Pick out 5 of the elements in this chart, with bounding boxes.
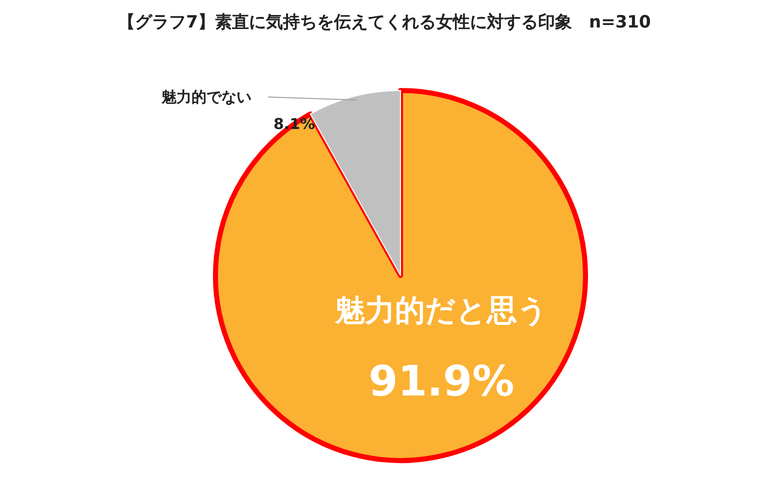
data-label: 8.1% xyxy=(273,115,316,134)
chart-title: 【グラフ7】素直に気持ちを伝えてくれる女性に対する印象 n=310 xyxy=(118,12,651,32)
slice-label: 魅力的でない xyxy=(160,88,252,106)
data-label: 91.9% xyxy=(368,356,514,406)
slice-label: 魅力的だと思う xyxy=(334,294,548,329)
